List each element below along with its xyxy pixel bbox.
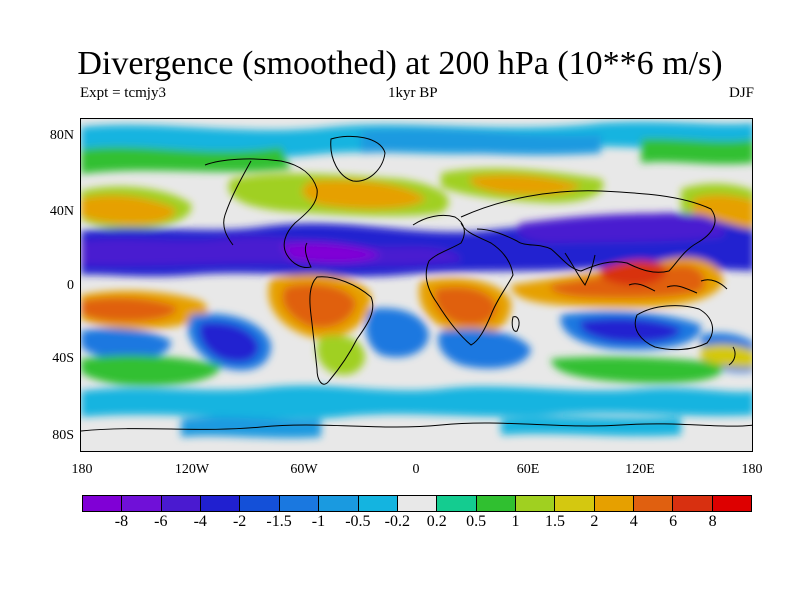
- lon-label-60w: 60W: [290, 462, 318, 477]
- colorbar-tick-label: 8: [708, 513, 717, 530]
- colorbar-swatch: [634, 496, 674, 511]
- colorbar-swatch: [437, 496, 477, 511]
- colorbar-swatch: [476, 496, 516, 511]
- colorbar-swatch: [319, 496, 359, 511]
- colorbar-tick-label: 6: [669, 513, 678, 530]
- colorbar-tick-label: 4: [629, 513, 638, 530]
- divergence-contour-field: [81, 119, 752, 451]
- colorbar-tick-label: 1.5: [544, 513, 565, 530]
- coastlines: [81, 135, 752, 432]
- lon-label-180e: 180: [741, 462, 763, 477]
- lon-label-60e: 60E: [516, 462, 540, 477]
- colorbar-swatch: [515, 496, 556, 511]
- colorbar-swatch: [83, 496, 123, 511]
- colorbar-swatch: [240, 496, 280, 511]
- lat-label-80n: 80N: [49, 128, 74, 143]
- lat-label-40n: 40N: [49, 204, 74, 219]
- colorbar-tick-label: -4: [193, 513, 207, 530]
- colorbar-tick-label: 0.2: [426, 513, 447, 530]
- lat-label-40s: 40S: [52, 351, 74, 366]
- map-title: Divergence (smoothed) at 200 hPa (10**6 …: [77, 45, 723, 82]
- lon-label-120e: 120E: [625, 462, 655, 477]
- colorbar-tick-label: -2: [232, 513, 247, 530]
- lon-label-120w: 120W: [174, 462, 210, 477]
- colorbar-tick-label: -1.5: [266, 513, 292, 530]
- colorbar-tick-label: -6: [154, 513, 168, 530]
- colorbar-swatch: [594, 496, 635, 511]
- colorbar: [82, 495, 752, 512]
- period-label: 1kyr BP: [388, 85, 438, 101]
- colorbar-tick-label: -8: [114, 513, 129, 530]
- lon-label-0: 0: [412, 462, 420, 477]
- experiment-label: Expt = tcmjy3: [80, 85, 166, 101]
- colorbar-tick-label: 1: [511, 513, 520, 530]
- colorbar-swatch: [161, 496, 202, 511]
- season-label: DJF: [728, 85, 754, 101]
- colorbar-tick-label: -0.2: [384, 513, 410, 530]
- lat-label-0: 0: [67, 278, 74, 293]
- colorbar-tick-label: 2: [590, 513, 599, 530]
- colorbar-tick-label: -0.5: [345, 513, 371, 530]
- colorbar-tick-label: -1: [311, 513, 326, 530]
- colorbar-swatch: [555, 496, 595, 511]
- lat-label-80s: 80S: [52, 428, 74, 443]
- colorbar-swatch: [201, 496, 241, 511]
- colorbar-tick-label: 0.5: [466, 513, 487, 530]
- colorbar-swatch: [122, 496, 162, 511]
- colorbar-swatch: [712, 496, 752, 511]
- colorbar-swatch: [279, 496, 320, 511]
- colorbar-swatch: [358, 496, 398, 511]
- lon-label-180w: 180: [71, 462, 93, 477]
- colorbar-swatch: [397, 496, 438, 511]
- divergence-map: [80, 118, 753, 452]
- colorbar-swatch: [673, 496, 713, 511]
